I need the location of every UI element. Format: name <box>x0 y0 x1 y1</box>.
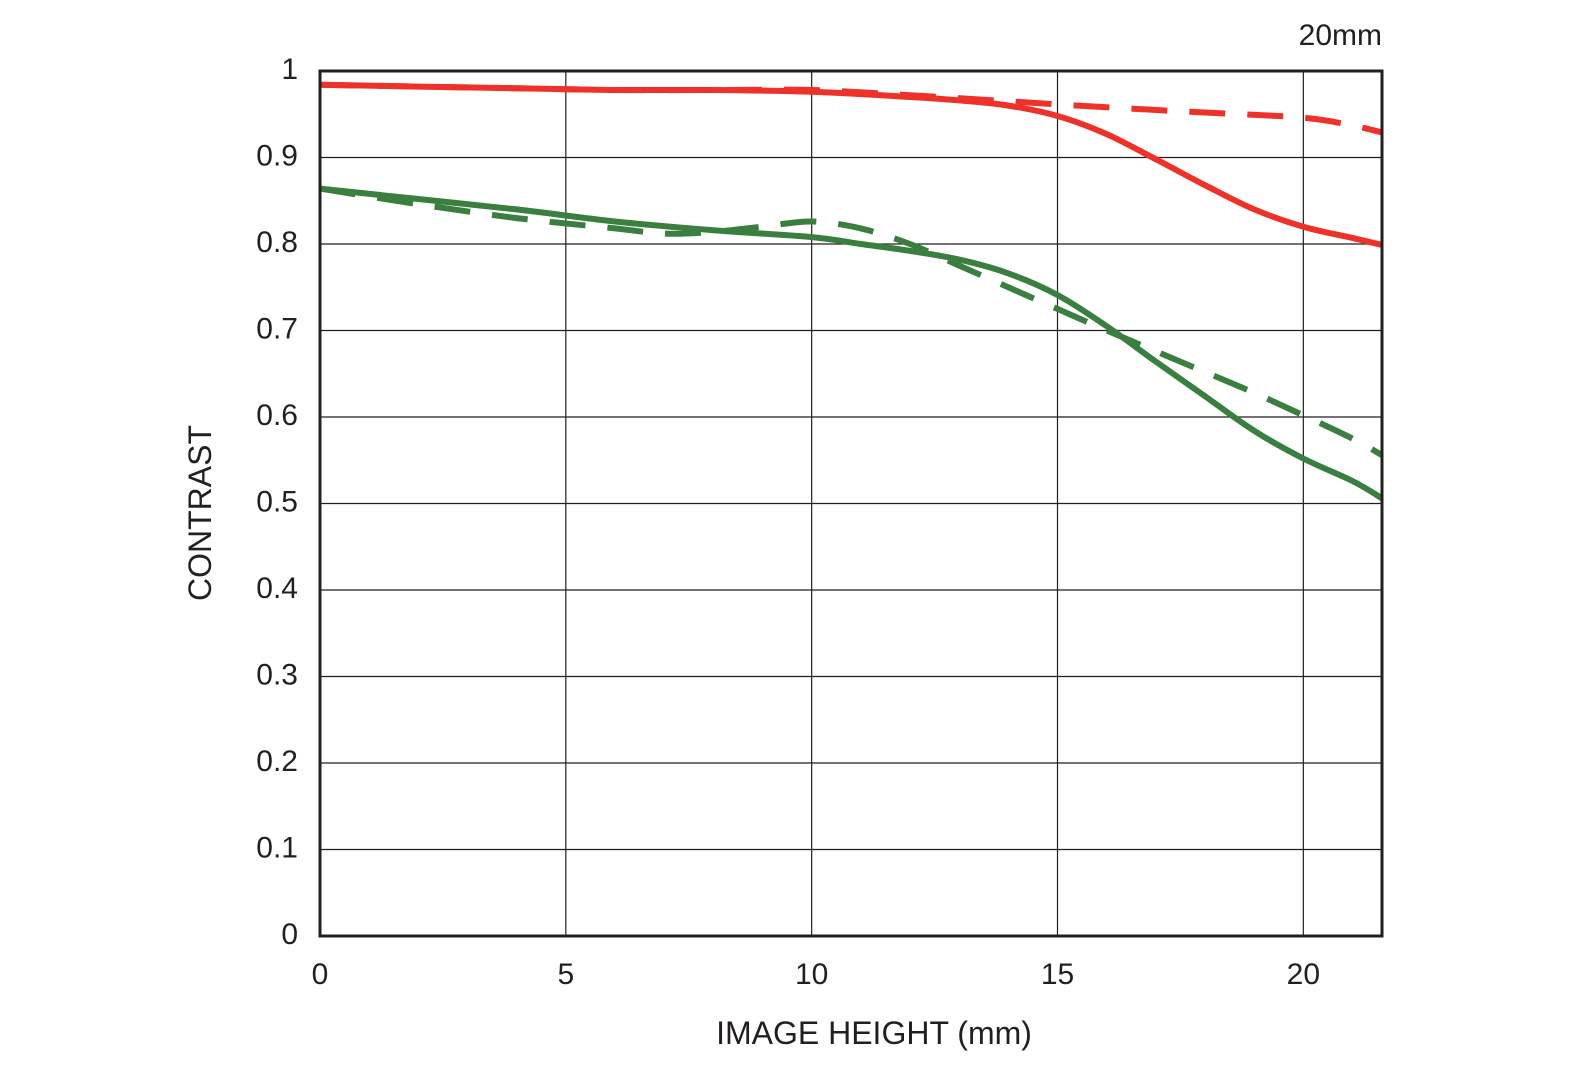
plot-frame <box>318 69 1384 938</box>
y-tick-labels: 0 0.1 0.2 0.3 0.4 0.5 0.6 0.7 0.8 0.9 1 <box>256 53 298 951</box>
x-tick-label: 10 <box>795 958 828 991</box>
series-line-2-dashed <box>319 81 1383 136</box>
y-tick-label: 0.7 <box>256 312 298 345</box>
series-line-3-solid <box>319 185 1384 501</box>
y-tick-label: 0 <box>281 918 298 951</box>
y-tick-label: 0.1 <box>256 831 298 864</box>
x-tick-label: 0 <box>312 958 329 991</box>
grid-lines <box>319 70 1382 937</box>
y-tick-label: 0.9 <box>256 139 298 172</box>
y-tick-label: 0.5 <box>256 485 298 518</box>
y-tick-label: 0.4 <box>256 572 298 605</box>
y-tick-label: 1 <box>281 53 298 86</box>
focal-length-label: 20mm <box>1299 19 1382 52</box>
x-tick-label: 5 <box>557 958 574 991</box>
series-layer <box>319 81 1384 501</box>
x-tick-labels: 0 5 10 15 20 <box>312 958 1320 991</box>
y-tick-label: 0.2 <box>256 745 298 778</box>
y-tick-label: 0.6 <box>256 399 298 432</box>
y-axis-title: CONTRAST <box>182 425 218 601</box>
series-line-4-dashed <box>319 185 1384 458</box>
x-tick-label: 20 <box>1287 958 1320 991</box>
x-tick-label: 15 <box>1041 958 1074 991</box>
y-tick-label: 0.3 <box>256 658 298 691</box>
x-axis-title: IMAGE HEIGHT (mm) <box>716 1015 1032 1051</box>
series-line-1-solid <box>319 81 1383 248</box>
y-tick-label: 0.8 <box>256 226 298 259</box>
